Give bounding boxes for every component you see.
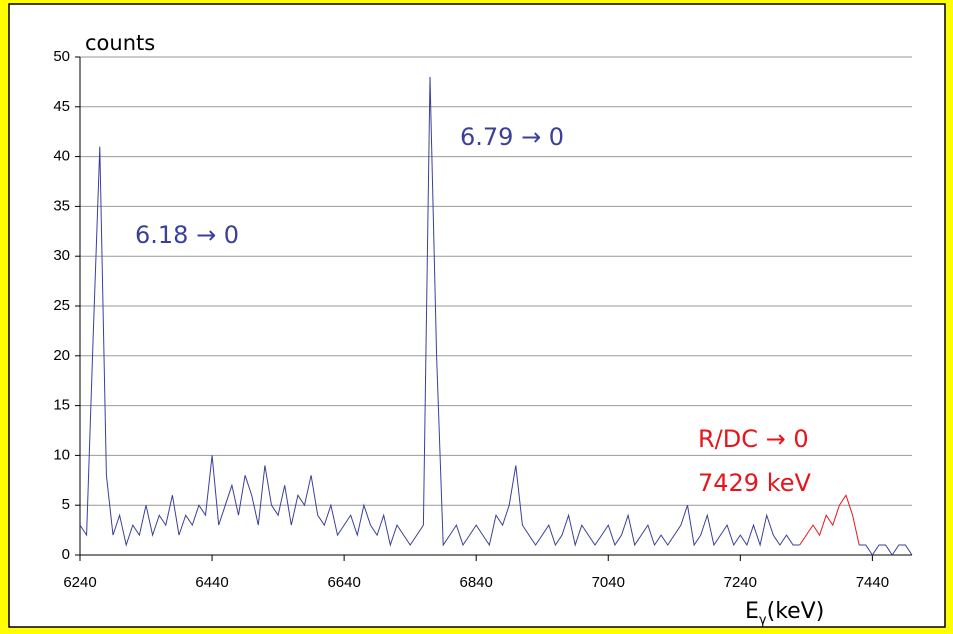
x-tick-label: 6640 (327, 574, 360, 591)
y-tick-label: 30 (53, 247, 70, 264)
panel (8, 3, 946, 628)
x-tick-label: 6240 (63, 574, 96, 591)
y-tick-label: 45 (53, 98, 70, 115)
annotation: 6.18 → 0 (135, 221, 239, 249)
y-axis-label: counts (85, 31, 155, 55)
y-tick-label: 5 (62, 496, 70, 513)
y-tick-label: 50 (53, 48, 70, 65)
annotation: 7429 keV (698, 469, 812, 497)
x-label-sub: γ (759, 613, 767, 628)
y-tick-label: 35 (53, 197, 70, 214)
x-label-unit: (keV) (767, 599, 825, 624)
y-tick-label: 10 (53, 446, 70, 463)
y-tick-label: 25 (53, 297, 70, 314)
annotation: R/DC → 0 (698, 425, 809, 453)
y-tick-label: 20 (53, 347, 70, 364)
spectrum-line (79, 76, 913, 556)
y-tick-label: 40 (53, 148, 70, 165)
x-label-main: E (745, 599, 759, 624)
spectrum-line (799, 494, 860, 546)
x-tick-label: 6840 (460, 574, 493, 591)
annotation: 6.79 → 0 (460, 123, 564, 151)
y-tick-label: 15 (53, 397, 70, 414)
x-tick-label: 7240 (724, 574, 757, 591)
x-tick-label: 7040 (592, 574, 625, 591)
x-tick-label: 7440 (856, 574, 889, 591)
x-axis-label: Eγ(keV) (745, 599, 824, 628)
y-tick-label: 0 (62, 546, 70, 563)
x-tick-label: 6440 (195, 574, 228, 591)
